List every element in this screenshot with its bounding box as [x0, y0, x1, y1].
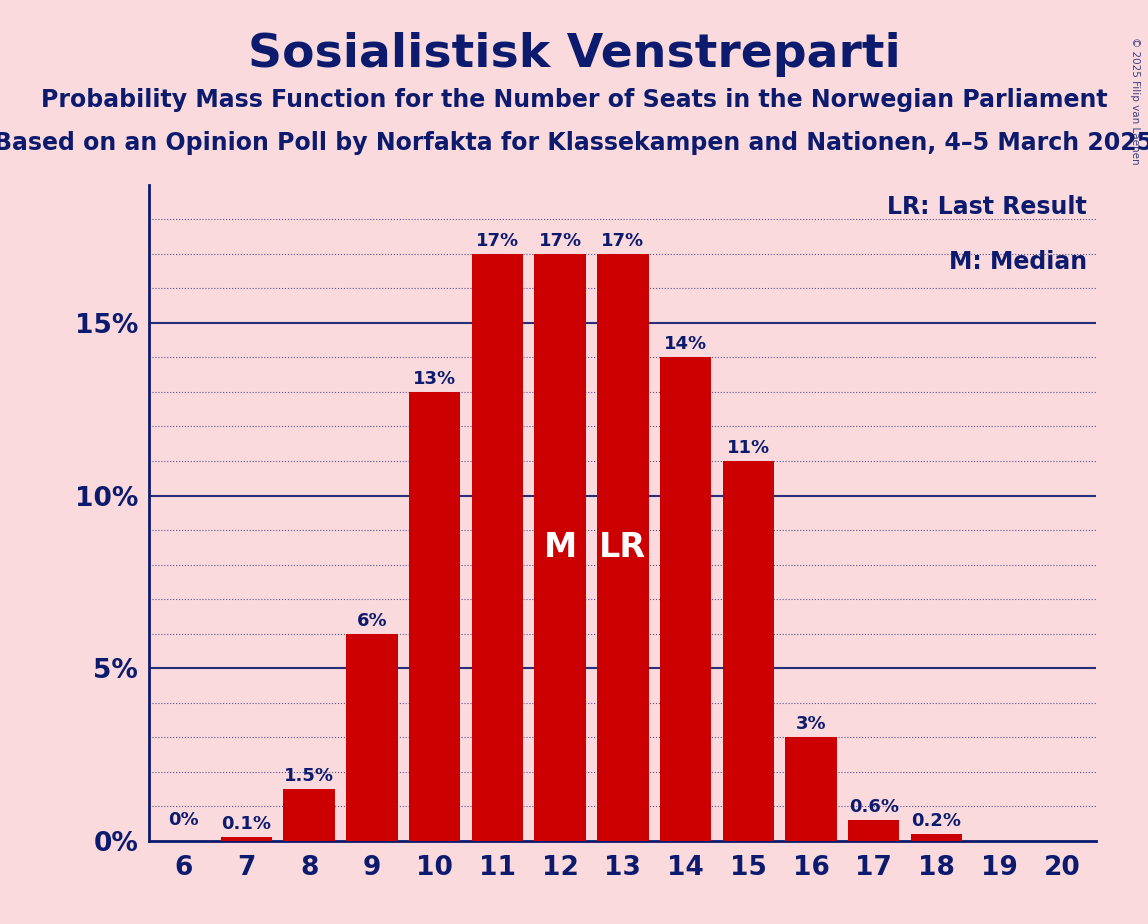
Bar: [910, 834, 962, 841]
Bar: [220, 837, 272, 841]
Text: 6%: 6%: [357, 612, 387, 629]
Text: 14%: 14%: [664, 335, 707, 353]
Bar: [534, 254, 585, 841]
Bar: [284, 789, 335, 841]
Bar: [785, 737, 837, 841]
Text: M: Median: M: Median: [948, 250, 1087, 274]
Text: 13%: 13%: [413, 370, 456, 388]
Bar: [347, 634, 397, 841]
Text: 0%: 0%: [169, 810, 199, 829]
Text: © 2025 Filip van Laenen: © 2025 Filip van Laenen: [1130, 37, 1140, 164]
Text: LR: LR: [599, 531, 646, 564]
Text: 0.2%: 0.2%: [912, 812, 961, 830]
Bar: [722, 461, 774, 841]
Bar: [848, 821, 899, 841]
Text: 0.6%: 0.6%: [848, 798, 899, 816]
Bar: [660, 358, 712, 841]
Bar: [472, 254, 523, 841]
Text: 17%: 17%: [602, 232, 644, 249]
Text: 11%: 11%: [727, 439, 770, 456]
Text: LR: Last Result: LR: Last Result: [887, 195, 1087, 219]
Text: 17%: 17%: [475, 232, 519, 249]
Bar: [409, 392, 460, 841]
Text: Sosialistisk Venstreparti: Sosialistisk Venstreparti: [248, 32, 900, 78]
Text: 3%: 3%: [796, 715, 827, 733]
Text: Based on an Opinion Poll by Norfakta for Klassekampen and Nationen, 4–5 March 20: Based on an Opinion Poll by Norfakta for…: [0, 131, 1148, 155]
Text: 0.1%: 0.1%: [222, 815, 271, 833]
Text: Probability Mass Function for the Number of Seats in the Norwegian Parliament: Probability Mass Function for the Number…: [40, 88, 1108, 112]
Text: M: M: [543, 531, 576, 564]
Bar: [597, 254, 649, 841]
Text: 1.5%: 1.5%: [285, 767, 334, 784]
Text: 17%: 17%: [538, 232, 582, 249]
